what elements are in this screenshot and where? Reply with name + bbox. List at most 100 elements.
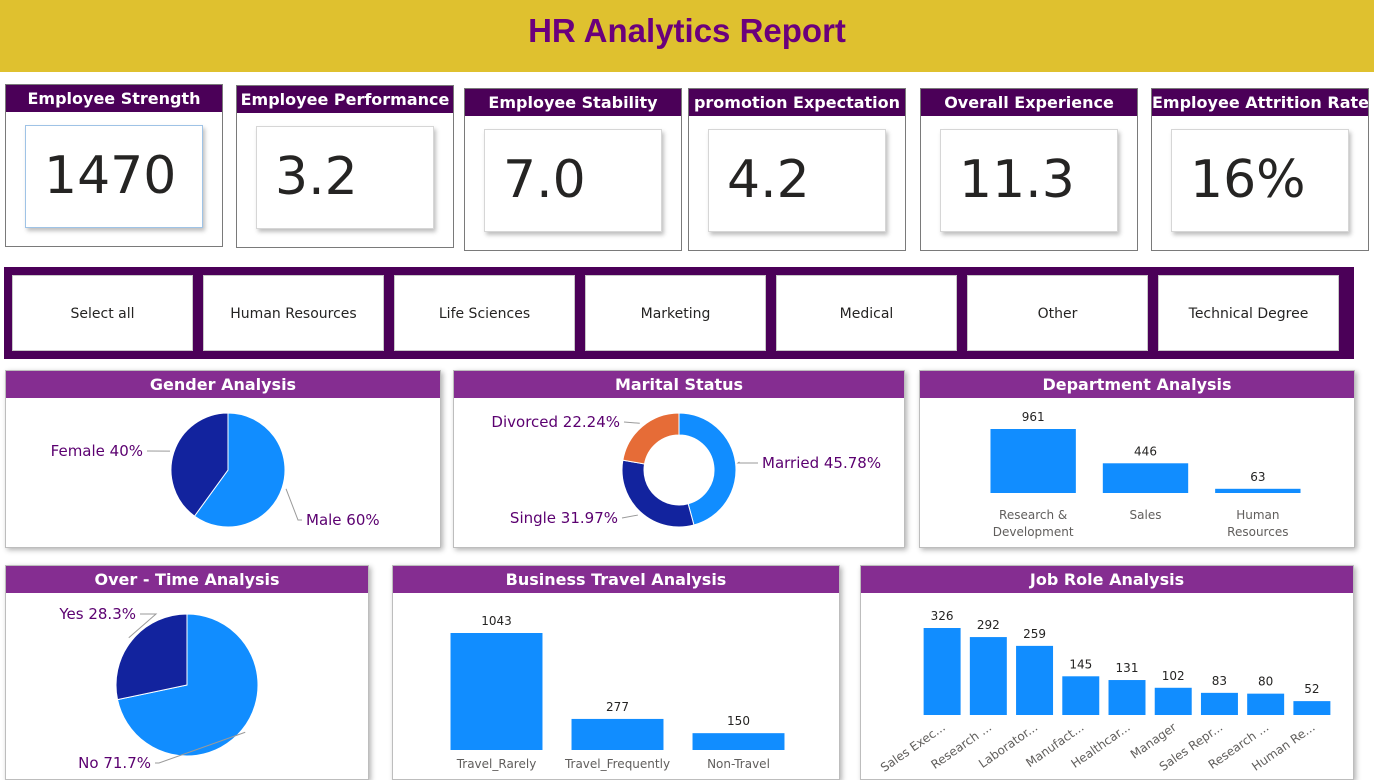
slicer-item-other[interactable]: Other: [967, 275, 1148, 351]
pie-label: No 71.7%: [78, 754, 151, 772]
bar-research-development: [990, 429, 1075, 493]
kpi-value: 16%: [1190, 150, 1306, 210]
kpi-title: Overall Experience: [921, 89, 1137, 116]
kpi-employee-performance[interactable]: Employee Performance 3.2: [236, 85, 454, 248]
kpi-card: 1470: [25, 125, 203, 228]
bar-travel-rarely: [451, 633, 543, 750]
slicer-item-marketing[interactable]: Marketing: [585, 275, 766, 351]
category-label: Research &: [999, 508, 1067, 522]
panel-title: Over - Time Analysis: [6, 566, 368, 593]
category-label: Resources: [1227, 525, 1288, 539]
data-label: 145: [1069, 657, 1092, 671]
data-label: 63: [1250, 470, 1265, 484]
pie-label: Male 60%: [306, 511, 380, 529]
report-header: HR Analytics Report: [0, 0, 1374, 72]
kpi-title: Employee Stability: [465, 89, 681, 116]
data-label: 80: [1258, 675, 1273, 689]
data-label: 131: [1116, 661, 1139, 675]
pie-label: Married 45.78%: [762, 454, 881, 472]
data-label: 150: [727, 714, 750, 728]
bar-human-re: [1293, 701, 1330, 715]
business-travel-analysis-panel[interactable]: Business Travel Analysis 1043 Travel_Rare…: [392, 565, 840, 780]
kpi-card: 7.0: [484, 129, 662, 232]
category-label: Human: [1236, 508, 1279, 522]
data-label: 292: [977, 618, 1000, 632]
leader-line: [738, 462, 758, 463]
over-time-pie-chart: No 71.7% Yes 28.3%: [6, 594, 368, 779]
department-bar-chart: 961 Research & Development 446 Sales 63 Human R…: [920, 399, 1354, 547]
business-travel-bar-chart: 1043 Travel_Rarely 277 Travel_Frequently 150…: [393, 594, 839, 779]
bar-research: [1247, 694, 1284, 715]
category-label: Travel_Frequently: [564, 757, 670, 771]
category-label: Travel_Rarely: [456, 757, 537, 771]
pie-slice-divorced: [623, 413, 679, 464]
bar-laborator: [1016, 646, 1053, 715]
bar-research: [970, 637, 1007, 715]
marital-status-panel[interactable]: Marital Status Married 45.78% Single 31.9…: [453, 370, 905, 548]
pie-label: Single 31.97%: [510, 509, 618, 527]
marital-donut-chart: Married 45.78% Single 31.97% Divorced 22.2…: [454, 399, 904, 547]
panel-title: Job Role Analysis: [861, 566, 1353, 593]
bar-travel-frequently: [572, 719, 664, 750]
data-label: 102: [1162, 669, 1185, 683]
kpi-value: 3.2: [275, 147, 358, 207]
bar-human-resources: [1215, 489, 1300, 493]
bar-sales: [1103, 463, 1188, 493]
bar-manager: [1155, 688, 1192, 715]
pie-slice-yes: [116, 614, 187, 700]
kpi-card: 3.2: [256, 126, 434, 229]
leader-line: [286, 489, 302, 520]
bar-sales-exec: [924, 628, 961, 715]
education-field-slicer: Select all Human Resources Life Sciences…: [4, 267, 1354, 359]
kpi-title: promotion Expectation: [689, 89, 905, 116]
kpi-card: 16%: [1171, 129, 1349, 232]
panel-title: Marital Status: [454, 371, 904, 398]
pie-label: Female 40%: [51, 442, 143, 460]
kpi-value: 7.0: [503, 150, 586, 210]
panel-title: Department Analysis: [920, 371, 1354, 398]
kpi-overall-experience[interactable]: Overall Experience 11.3: [920, 88, 1138, 251]
leader-line: [624, 422, 640, 423]
data-label: 961: [1022, 410, 1045, 424]
panel-title: Gender Analysis: [6, 371, 440, 398]
data-label: 446: [1134, 444, 1157, 458]
category-label: Non-Travel: [707, 757, 770, 771]
data-label: 259: [1023, 627, 1046, 641]
category-label: Development: [993, 525, 1074, 539]
kpi-card: 4.2: [708, 129, 886, 232]
department-analysis-panel[interactable]: Department Analysis 961 Research & Develop…: [919, 370, 1355, 548]
pie-slice-single: [622, 460, 694, 527]
over-time-analysis-panel[interactable]: Over - Time Analysis No 71.7% Yes 28.3%: [5, 565, 369, 780]
bar-healthcar: [1109, 680, 1146, 715]
slicer-item-human-resources[interactable]: Human Resources: [203, 275, 384, 351]
kpi-employee-attrition-rate[interactable]: Employee Attrition Rate 16%: [1151, 88, 1369, 251]
kpi-title: Employee Performance: [237, 86, 453, 113]
slicer-item-technical-degree[interactable]: Technical Degree: [1158, 275, 1339, 351]
bar-manufact: [1062, 676, 1099, 715]
report-title: HR Analytics Report: [0, 12, 1374, 50]
gender-pie-chart: Male 60% Female 40%: [6, 399, 440, 547]
kpi-employee-stability[interactable]: Employee Stability 7.0: [464, 88, 682, 251]
kpi-value: 4.2: [727, 150, 810, 210]
data-label: 277: [606, 700, 629, 714]
data-label: 1043: [481, 614, 512, 628]
kpi-title: Employee Attrition Rate: [1152, 89, 1368, 116]
kpi-value: 1470: [44, 146, 176, 206]
pie-label: Divorced 22.24%: [491, 413, 620, 431]
panel-title: Business Travel Analysis: [393, 566, 839, 593]
data-label: 83: [1212, 674, 1227, 688]
slicer-item-select-all[interactable]: Select all: [12, 275, 193, 351]
bar-sales-repr: [1201, 693, 1238, 715]
slicer-item-medical[interactable]: Medical: [776, 275, 957, 351]
pie-label: Yes 28.3%: [58, 605, 136, 623]
kpi-promotion-expectation[interactable]: promotion Expectation 4.2: [688, 88, 906, 251]
kpi-title: Employee Strength: [6, 85, 222, 112]
kpi-employee-strength[interactable]: Employee Strength 1470: [5, 84, 223, 247]
category-label: Sales: [1130, 508, 1162, 522]
gender-analysis-panel[interactable]: Gender Analysis Male 60% Female 40%: [5, 370, 441, 548]
data-label: 326: [931, 609, 954, 623]
data-label: 52: [1304, 682, 1319, 696]
slicer-item-life-sciences[interactable]: Life Sciences: [394, 275, 575, 351]
